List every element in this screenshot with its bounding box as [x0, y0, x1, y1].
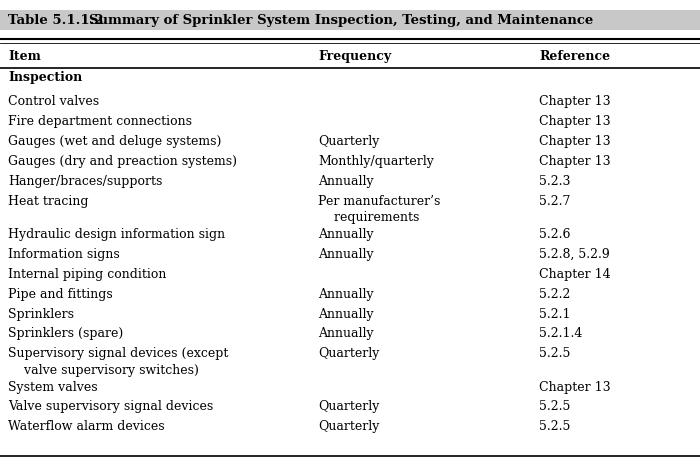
Text: Supervisory signal devices (except
    valve supervisory switches): Supervisory signal devices (except valve… — [8, 347, 229, 377]
Text: Hanger/braces/supports: Hanger/braces/supports — [8, 175, 163, 188]
Text: Table 5.1.1.2: Table 5.1.1.2 — [8, 13, 104, 27]
Text: Annually: Annually — [318, 248, 374, 261]
Text: Inspection: Inspection — [8, 71, 83, 84]
Text: Summary of Sprinkler System Inspection, Testing, and Maintenance: Summary of Sprinkler System Inspection, … — [89, 13, 593, 27]
Text: Heat tracing: Heat tracing — [8, 195, 89, 208]
Text: 5.2.6: 5.2.6 — [539, 228, 570, 241]
Text: Item: Item — [8, 50, 41, 63]
Text: 5.2.5: 5.2.5 — [539, 420, 570, 433]
Text: Chapter 13: Chapter 13 — [539, 155, 610, 168]
Text: Gauges (wet and deluge systems): Gauges (wet and deluge systems) — [8, 135, 222, 148]
FancyBboxPatch shape — [0, 10, 700, 30]
Text: Chapter 13: Chapter 13 — [539, 116, 610, 128]
Text: Annually: Annually — [318, 175, 374, 188]
Text: Chapter 13: Chapter 13 — [539, 135, 610, 148]
Text: Sprinklers (spare): Sprinklers (spare) — [8, 328, 124, 340]
Text: Waterflow alarm devices: Waterflow alarm devices — [8, 420, 165, 433]
Text: 5.2.3: 5.2.3 — [539, 175, 570, 188]
Text: 5.2.2: 5.2.2 — [539, 288, 570, 301]
Text: Sprinklers: Sprinklers — [8, 308, 74, 321]
Text: 5.2.5: 5.2.5 — [539, 401, 570, 413]
Text: 5.2.7: 5.2.7 — [539, 195, 570, 208]
Text: Chapter 13: Chapter 13 — [539, 96, 610, 109]
Text: Control valves: Control valves — [8, 96, 99, 109]
Text: Annually: Annually — [318, 308, 374, 321]
Text: 5.2.1: 5.2.1 — [539, 308, 570, 321]
Text: Monthly/quarterly: Monthly/quarterly — [318, 155, 435, 168]
Text: Valve supervisory signal devices: Valve supervisory signal devices — [8, 401, 214, 413]
Text: Quarterly: Quarterly — [318, 347, 380, 360]
Text: Chapter 13: Chapter 13 — [539, 381, 610, 394]
Text: Gauges (dry and preaction systems): Gauges (dry and preaction systems) — [8, 155, 237, 168]
Text: 5.2.1.4: 5.2.1.4 — [539, 328, 582, 340]
Text: Annually: Annually — [318, 228, 374, 241]
Text: Reference: Reference — [539, 50, 610, 63]
Text: Annually: Annually — [318, 288, 374, 301]
Text: Annually: Annually — [318, 328, 374, 340]
Text: Frequency: Frequency — [318, 50, 391, 63]
Text: Hydraulic design information sign: Hydraulic design information sign — [8, 228, 225, 241]
Text: Fire department connections: Fire department connections — [8, 116, 192, 128]
Text: Information signs: Information signs — [8, 248, 120, 261]
Text: Quarterly: Quarterly — [318, 401, 380, 413]
Text: System valves: System valves — [8, 381, 98, 394]
Text: Pipe and fittings: Pipe and fittings — [8, 288, 113, 301]
Text: Per manufacturer’s
    requirements: Per manufacturer’s requirements — [318, 195, 441, 225]
Text: 5.2.5: 5.2.5 — [539, 347, 570, 360]
Text: Internal piping condition: Internal piping condition — [8, 268, 167, 281]
Text: 5.2.8, 5.2.9: 5.2.8, 5.2.9 — [539, 248, 610, 261]
Text: Quarterly: Quarterly — [318, 420, 380, 433]
Text: Quarterly: Quarterly — [318, 135, 380, 148]
Text: Chapter 14: Chapter 14 — [539, 268, 610, 281]
